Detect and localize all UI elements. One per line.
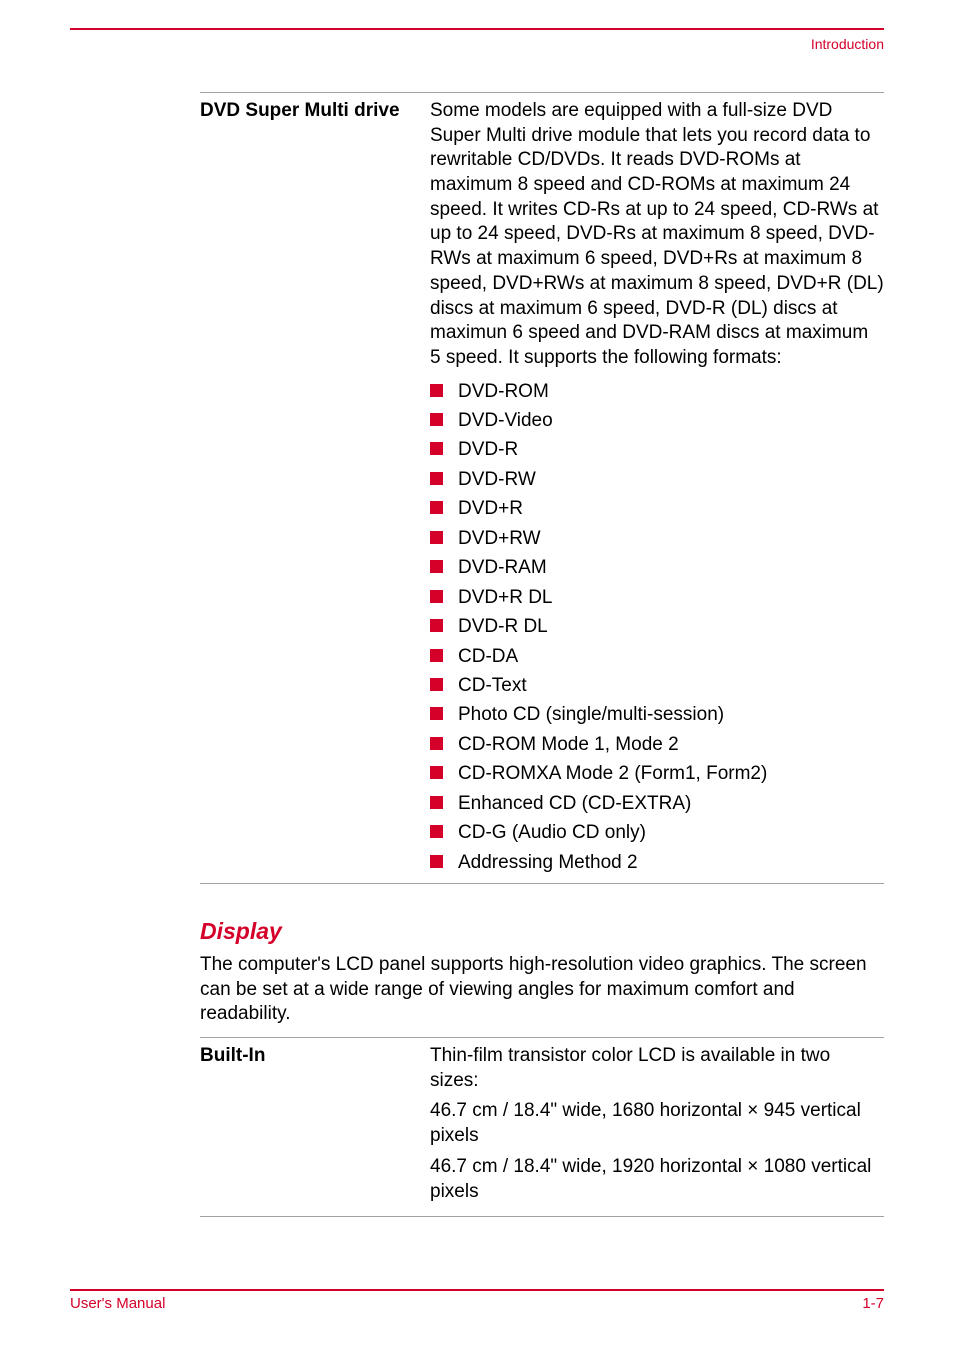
list-item: DVD-RW bbox=[430, 465, 884, 494]
builtin-row: Built-In Thin-film transistor color LCD … bbox=[200, 1038, 884, 1216]
list-item: DVD+RW bbox=[430, 524, 884, 553]
footer-row: User's Manual 1-7 bbox=[70, 1295, 884, 1312]
list-item: DVD-Video bbox=[430, 406, 884, 435]
builtin-body: Thin-film transistor color LCD is availa… bbox=[430, 1044, 884, 1210]
list-item: Photo CD (single/multi-session) bbox=[430, 700, 884, 729]
list-item: DVD-R bbox=[430, 435, 884, 464]
footer-right: 1-7 bbox=[862, 1295, 884, 1312]
list-item: DVD+R DL bbox=[430, 583, 884, 612]
footer-rule bbox=[70, 1289, 884, 1291]
spec-bottom-rule bbox=[200, 883, 884, 884]
page: Introduction DVD Super Multi drive Some … bbox=[0, 0, 954, 1352]
list-item: DVD+R bbox=[430, 494, 884, 523]
footer-left: User's Manual bbox=[70, 1295, 165, 1312]
drive-spec-row: DVD Super Multi drive Some models are eq… bbox=[200, 93, 884, 883]
display-bottom-rule bbox=[200, 1216, 884, 1217]
drive-spec-body: Some models are equipped with a full-siz… bbox=[430, 99, 884, 877]
list-item: CD-Text bbox=[430, 671, 884, 700]
drive-spec-label: DVD Super Multi drive bbox=[200, 99, 430, 124]
builtin-line: 46.7 cm / 18.4" wide, 1920 horizontal × … bbox=[430, 1155, 884, 1204]
content-area: DVD Super Multi drive Some models are eq… bbox=[200, 92, 884, 1217]
display-heading: Display bbox=[200, 918, 884, 945]
list-item: DVD-R DL bbox=[430, 612, 884, 641]
builtin-line: 46.7 cm / 18.4" wide, 1680 horizontal × … bbox=[430, 1099, 884, 1148]
builtin-label: Built-In bbox=[200, 1044, 430, 1069]
list-item: DVD-ROM bbox=[430, 377, 884, 406]
list-item: Addressing Method 2 bbox=[430, 848, 884, 877]
display-intro: The computer's LCD panel supports high-r… bbox=[200, 953, 884, 1027]
list-item: DVD-RAM bbox=[430, 553, 884, 582]
builtin-line: Thin-film transistor color LCD is availa… bbox=[430, 1044, 884, 1093]
list-item: CD-ROM Mode 1, Mode 2 bbox=[430, 730, 884, 759]
header-rule bbox=[70, 28, 884, 30]
list-item: Enhanced CD (CD-EXTRA) bbox=[430, 789, 884, 818]
drive-formats-list: DVD-ROM DVD-Video DVD-R DVD-RW DVD+R DVD… bbox=[430, 377, 884, 877]
header-section-label: Introduction bbox=[70, 36, 884, 52]
list-item: CD-G (Audio CD only) bbox=[430, 818, 884, 847]
drive-spec-description: Some models are equipped with a full-siz… bbox=[430, 100, 884, 368]
list-item: CD-DA bbox=[430, 642, 884, 671]
page-footer: User's Manual 1-7 bbox=[70, 1289, 884, 1312]
list-item: CD-ROMXA Mode 2 (Form1, Form2) bbox=[430, 759, 884, 788]
